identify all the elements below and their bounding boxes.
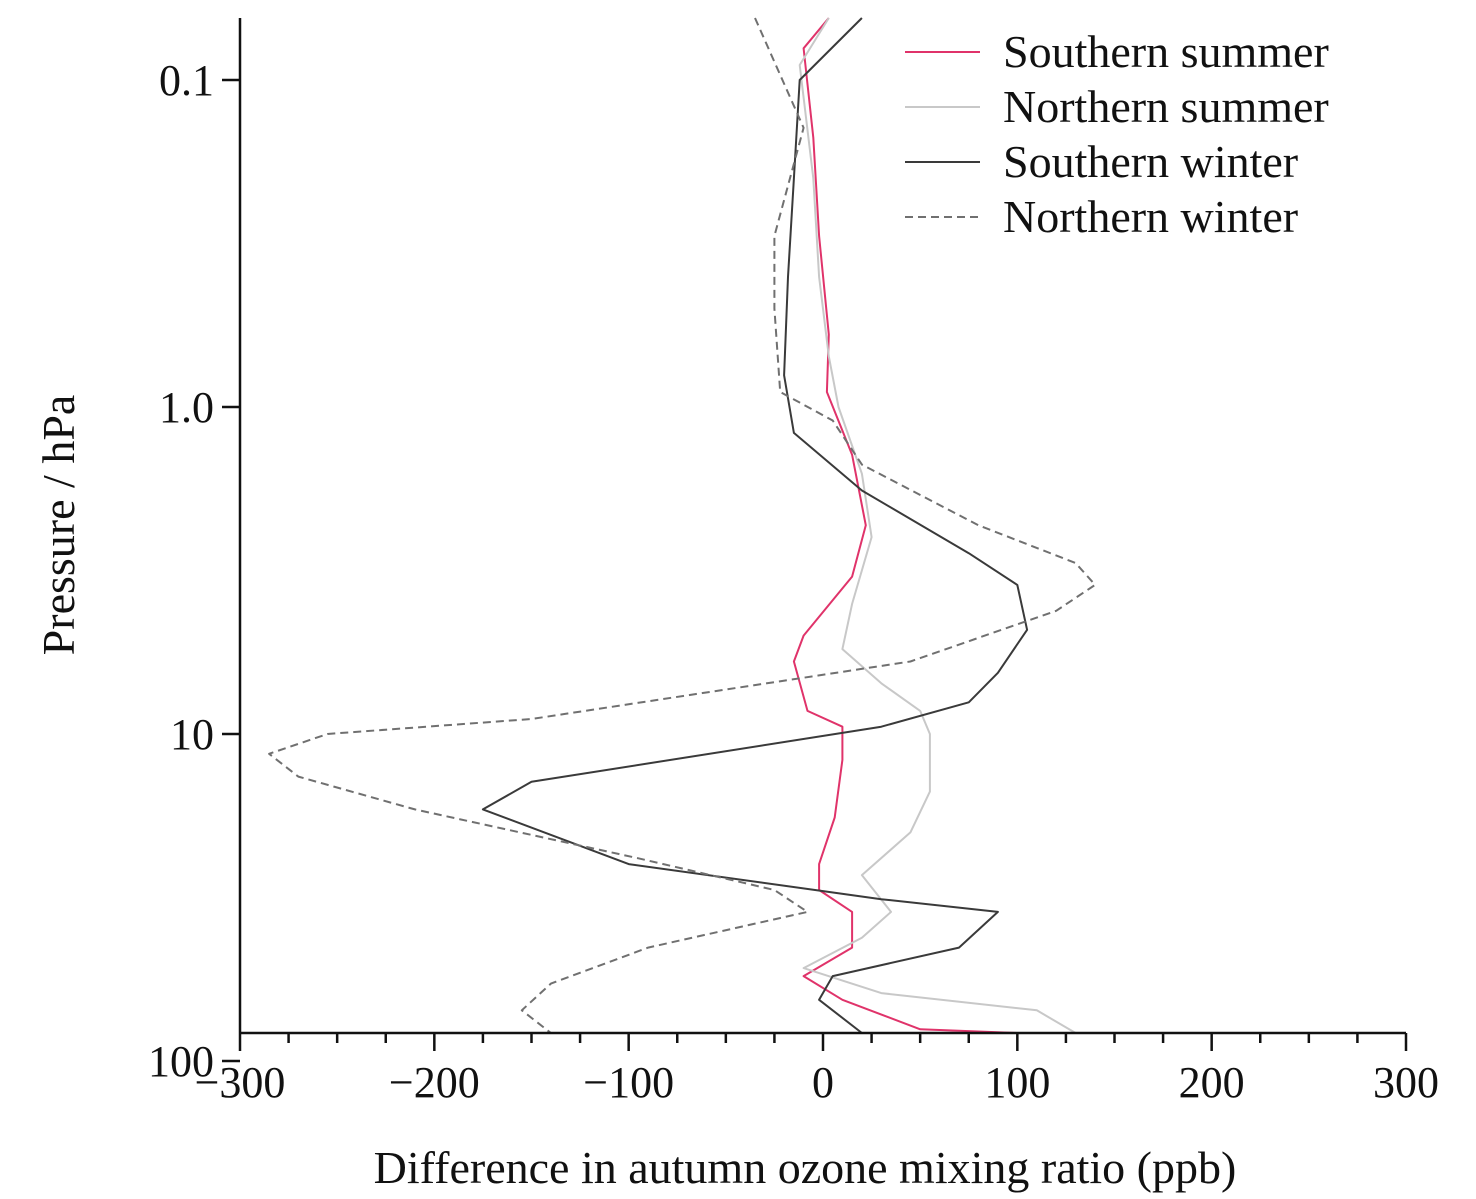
x-tick-label: −300 (195, 1058, 286, 1107)
legend-label: Northern winter (1003, 191, 1298, 242)
x-tick-label: 100 (984, 1058, 1050, 1107)
y-axis-title: Pressure / hPa (33, 395, 84, 656)
legend-label: Southern summer (1003, 26, 1329, 77)
series-line-northern-summer (793, 17, 1077, 1034)
x-tick-label: −100 (583, 1058, 674, 1107)
x-tick-label: −200 (389, 1058, 480, 1107)
legend-label: Northern summer (1003, 81, 1329, 132)
series-line-southern-winter (481, 17, 1029, 1034)
series-layer (268, 17, 1097, 1034)
x-axis-title: Difference in autumn ozone mixing ratio … (374, 1142, 1237, 1193)
series-line-southern-summer (792, 17, 1019, 1034)
series-line-northern-winter (268, 17, 1097, 1034)
y-tick-label: 1.0 (159, 383, 214, 432)
x-tick-label: 0 (812, 1058, 834, 1107)
x-tick-label: 300 (1373, 1058, 1439, 1107)
legend-label: Southern winter (1003, 136, 1298, 187)
y-tick-label: 10 (170, 710, 214, 759)
y-tick-label: 100 (148, 1037, 214, 1086)
ticks-layer: −300 −200 −100 0 100 200 300 0.1 1.0 10 100 (148, 56, 1439, 1107)
y-tick-label: 0.1 (159, 56, 214, 105)
x-tick-label: 200 (1179, 1058, 1245, 1107)
